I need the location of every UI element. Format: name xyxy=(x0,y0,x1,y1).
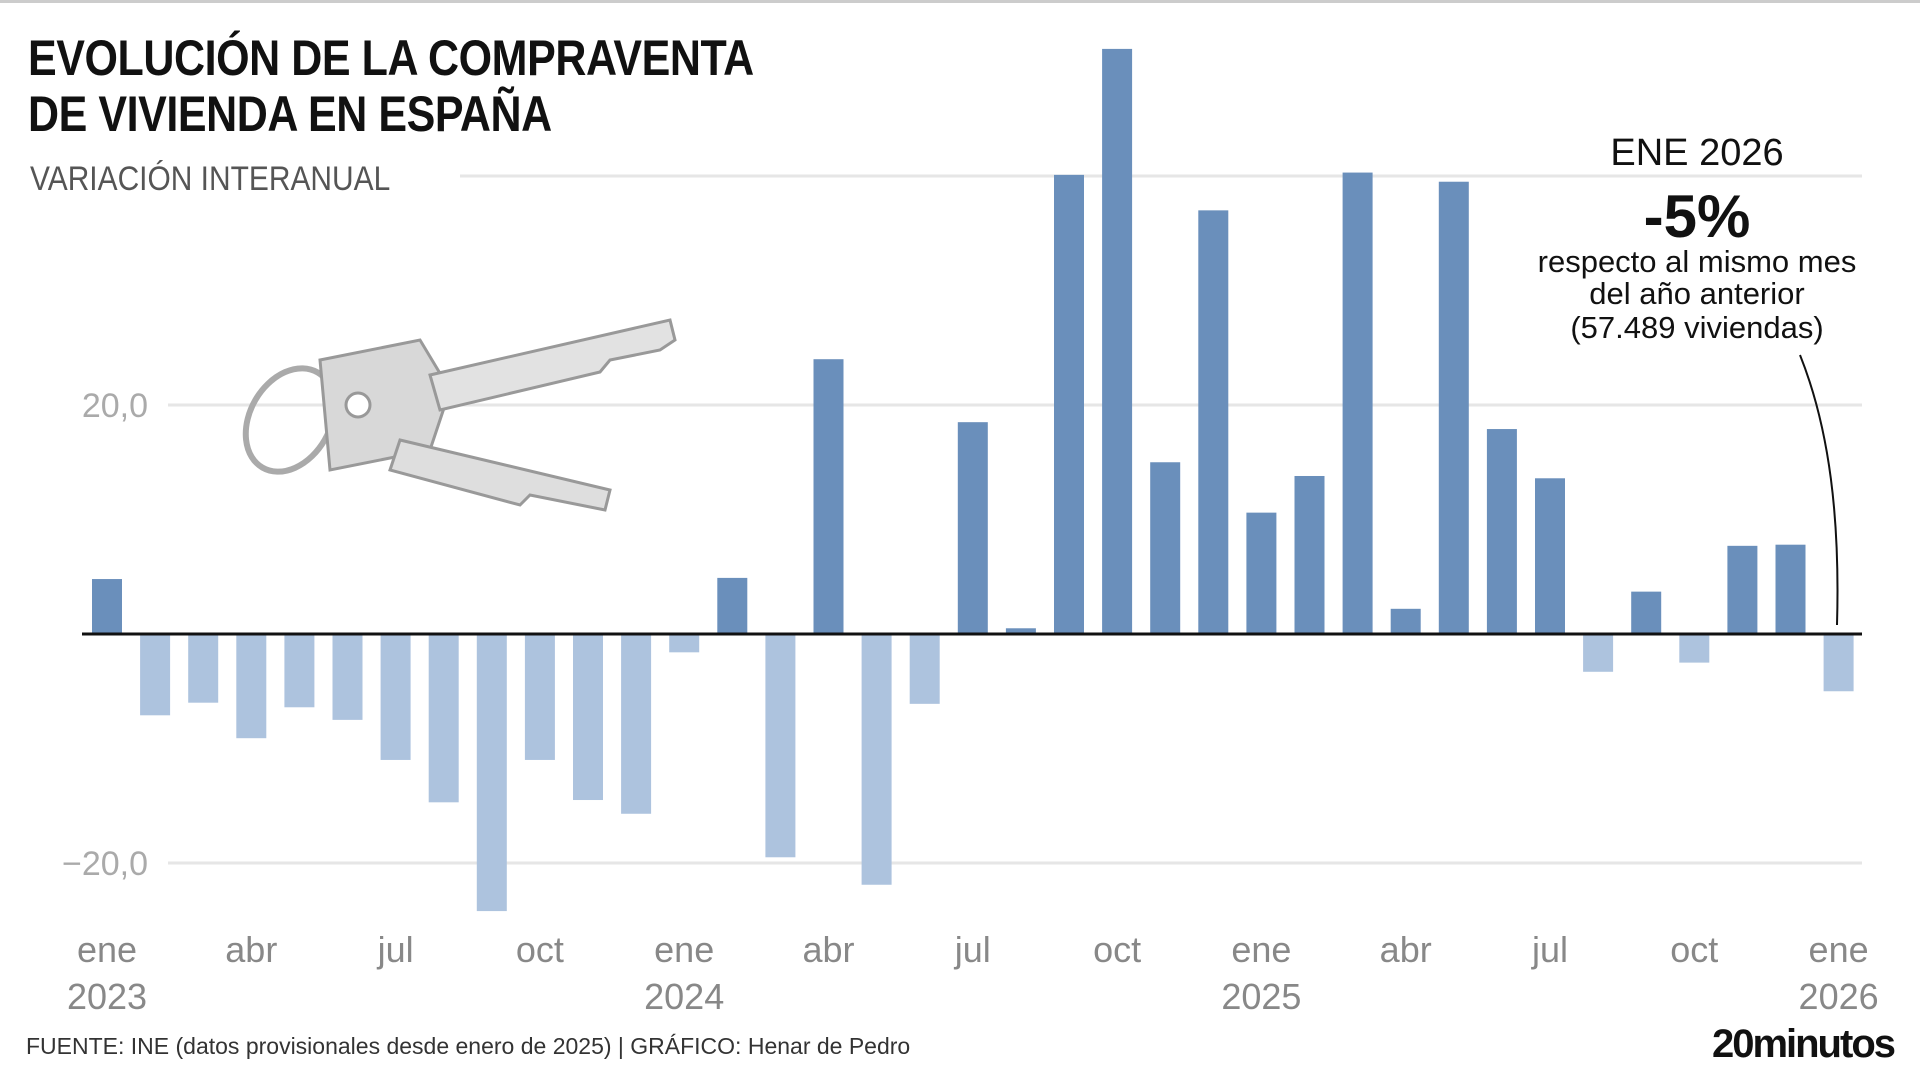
bar-2024-09 xyxy=(1054,174,1084,635)
bar-2023-12 xyxy=(621,634,652,814)
x-tick-label: ene xyxy=(77,929,137,970)
x-tick-label: ene xyxy=(1231,929,1291,970)
annotation-value: -5% xyxy=(1643,183,1751,250)
bar-2024-05 xyxy=(861,634,892,885)
bar-2023-02 xyxy=(140,634,171,716)
bar-2025-04 xyxy=(1390,608,1421,634)
keys-illustration xyxy=(242,318,677,512)
bar-2023-03 xyxy=(188,634,219,703)
bar-2024-11 xyxy=(1150,462,1181,634)
x-tick-label: abr xyxy=(802,929,854,970)
bar-2023-10 xyxy=(524,634,555,760)
bar-2024-03 xyxy=(765,634,796,858)
bar-2025-06 xyxy=(1486,429,1517,634)
x-tick-year: 2023 xyxy=(67,976,147,1017)
key-icon xyxy=(242,318,677,512)
bar-2023-05 xyxy=(284,634,315,708)
title-line-2: DE VIVIENDA EN ESPAÑA xyxy=(28,86,552,142)
annotation-line-3: (57.489 viviendas) xyxy=(1570,310,1824,345)
x-tick-year: 2026 xyxy=(1799,976,1879,1017)
bar-2025-02 xyxy=(1294,475,1325,634)
x-tick-year: 2024 xyxy=(644,976,724,1017)
bar-2023-11 xyxy=(573,634,603,801)
x-tick-label: oct xyxy=(516,929,564,970)
bar-2025-05 xyxy=(1438,181,1469,634)
x-tick-label: oct xyxy=(1670,929,1718,970)
bar-2024-07 xyxy=(957,422,988,634)
bar-2025-01 xyxy=(1246,512,1277,634)
bar-2024-08 xyxy=(1005,628,1036,634)
annotation-line-2: del año anterior xyxy=(1589,276,1805,311)
x-tick-label: ene xyxy=(654,929,714,970)
bar-2025-12 xyxy=(1775,544,1806,634)
x-tick-label: jul xyxy=(954,929,991,970)
bar-2023-01 xyxy=(92,579,122,634)
bar-2024-01 xyxy=(669,634,700,653)
bar-2026-01 xyxy=(1823,634,1854,692)
y-tick-label: 20,0 xyxy=(82,387,148,425)
x-tick-label: jul xyxy=(1531,929,1568,970)
bar-2025-11 xyxy=(1727,545,1758,634)
source-footer: FUENTE: INE (datos provisionales desde e… xyxy=(26,1033,911,1059)
x-tick-label: abr xyxy=(1380,929,1432,970)
bar-2025-09 xyxy=(1631,591,1662,634)
annotation-leader-line xyxy=(1799,354,1839,626)
bar-2024-04 xyxy=(813,359,844,634)
bar-2025-10 xyxy=(1679,634,1710,663)
x-tick-label: abr xyxy=(225,929,277,970)
bar-2024-02 xyxy=(717,577,748,634)
bar-2024-06 xyxy=(909,634,940,704)
title-line-1: EVOLUCIÓN DE LA COMPRAVENTA xyxy=(28,30,754,86)
bar-2023-08 xyxy=(428,634,459,803)
bar-2023-07 xyxy=(380,634,411,760)
x-tick-label: ene xyxy=(1809,929,1869,970)
bar-2023-09 xyxy=(476,634,507,912)
chart-title: EVOLUCIÓN DE LA COMPRAVENTA DE VIVIENDA … xyxy=(28,30,754,142)
top-rule xyxy=(0,0,1920,3)
bar-2024-10 xyxy=(1102,48,1133,634)
bar-2024-12 xyxy=(1198,210,1229,634)
annotation-line-1: respecto al mismo mes xyxy=(1537,244,1857,279)
bar-2023-04 xyxy=(236,634,267,739)
bar-2023-06 xyxy=(332,634,363,720)
brand-logo: 20minutos xyxy=(1711,1022,1896,1066)
x-tick-label: oct xyxy=(1093,929,1141,970)
y-tick-label: −20,0 xyxy=(62,845,148,883)
bar-2025-08 xyxy=(1583,634,1614,672)
chart-subtitle: VARIACIÓN INTERANUAL xyxy=(30,160,391,198)
bar-2025-07 xyxy=(1535,478,1565,634)
bar-2025-03 xyxy=(1342,172,1373,634)
annotation-heading: ENE 2026 xyxy=(1610,132,1784,174)
x-tick-label: jul xyxy=(377,929,414,970)
x-tick-year: 2025 xyxy=(1221,976,1301,1017)
